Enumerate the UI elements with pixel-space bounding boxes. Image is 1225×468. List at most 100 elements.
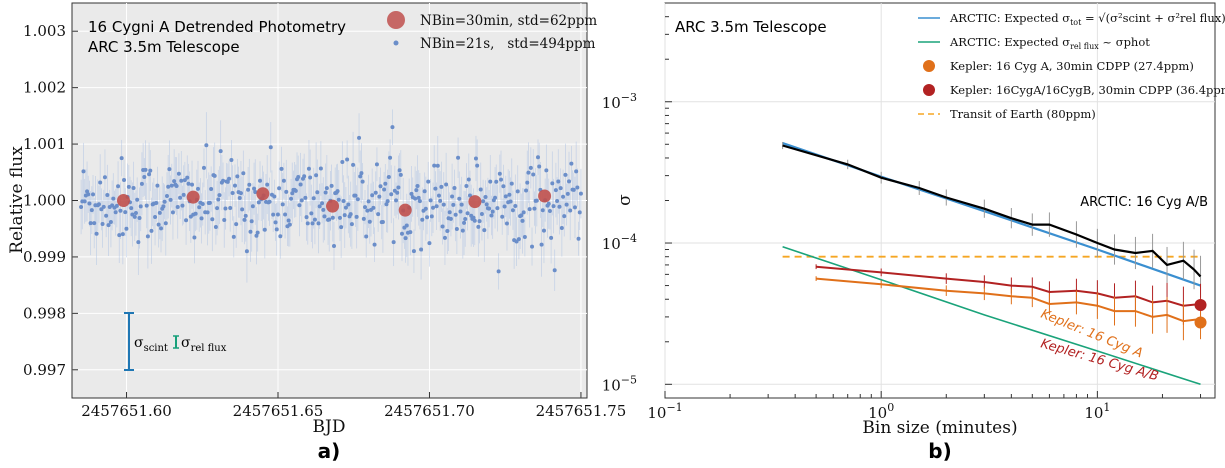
unbinned-point [395,190,400,195]
panel-b-tag: b) [928,439,951,463]
unbinned-point [565,191,570,196]
unbinned-point [129,206,134,211]
y-tick-label: 0.998 [23,304,66,322]
unbinned-point [396,185,401,190]
unbinned-point [551,204,556,209]
unbinned-point [371,205,376,210]
unbinned-point [205,210,210,215]
unbinned-point [462,220,467,225]
y-tick-label: 0.999 [23,248,66,266]
unbinned-point [86,192,91,197]
unbinned-point [370,193,375,198]
unbinned-point [484,202,489,207]
unbinned-point [169,183,174,188]
unbinned-point [87,201,92,206]
unbinned-point [417,199,422,204]
unbinned-point [131,186,136,191]
unbinned-point [225,179,230,184]
unbinned-point [234,222,239,227]
unbinned-point [209,187,214,192]
unbinned-point [519,213,524,218]
unbinned-point [434,204,439,209]
unbinned-point [507,192,512,197]
unbinned-point [475,163,480,168]
unbinned-point [154,200,159,205]
unbinned-point [163,221,168,226]
unbinned-point [422,189,427,194]
unbinned-point [235,174,240,179]
unbinned-point [452,185,457,190]
unbinned-point [366,199,371,204]
unbinned-point [340,159,345,164]
unbinned-point [502,204,507,209]
unbinned-point [302,174,307,179]
unbinned-point [119,156,124,161]
unbinned-point [159,226,164,231]
unbinned-point [577,210,582,215]
legend-unbinned-marker [393,40,399,46]
unbinned-point [243,213,248,218]
unbinned-point [241,171,246,176]
unbinned-point [376,212,381,217]
unbinned-point [359,171,364,176]
unbinned-point [170,210,175,215]
unbinned-point [132,214,137,219]
panel-b: 10−1 100 101 10−5 10−4 10−3 ARC 3.5m Telescop… [602,2,1225,463]
x-tick-label: 100 [868,401,894,422]
unbinned-point [143,167,148,172]
unbinned-point [231,234,236,239]
unbinned-point [138,204,143,209]
unbinned-point [433,186,438,191]
unbinned-point [315,190,320,195]
unbinned-point [284,189,289,194]
unbinned-point [388,155,393,160]
unbinned-point [252,186,257,191]
unbinned-point [547,208,552,213]
unbinned-point [314,173,319,178]
unbinned-point [450,194,455,199]
unbinned-point [465,211,470,216]
unbinned-point [298,182,303,187]
panel-a-title-line2: ARC 3.5m Telescope [88,38,240,56]
unbinned-point [293,188,298,193]
unbinned-point [144,203,149,208]
y-tick-label: 0.997 [23,361,66,379]
unbinned-point [556,179,561,184]
unbinned-point [346,202,351,207]
unbinned-point [391,240,396,245]
unbinned-point [448,216,453,221]
panel-b-title: ARC 3.5m Telescope [675,18,827,36]
binned-point [256,187,270,201]
unbinned-point [280,202,285,207]
unbinned-point [496,269,501,274]
unbinned-point [451,202,456,207]
panel-b-ylabel: σ [615,194,635,206]
unbinned-point [114,203,119,208]
unbinned-point [508,199,513,204]
unbinned-point [320,201,325,206]
relflux-label: σrel flux [181,335,227,354]
unbinned-point [88,221,93,226]
unbinned-point [353,193,358,198]
unbinned-point [541,228,546,233]
unbinned-point [426,179,431,184]
legend-unbinned-label: NBin=21s, std=494ppm [420,36,596,52]
unbinned-point [296,175,301,180]
unbinned-point [355,197,360,202]
unbinned-point [532,206,537,211]
unbinned-point [416,195,421,200]
unbinned-point [213,224,218,229]
unbinned-point [420,217,425,222]
unbinned-point [397,168,402,173]
unbinned-point [414,188,419,193]
unbinned-point [348,212,353,217]
y-tick-label: 10−3 [602,91,637,112]
unbinned-point [105,192,110,197]
unbinned-point [318,166,323,171]
legend-kepler-a: Kepler: 16 Cyg A, 30min CDPP (27.4ppm) [950,59,1194,73]
unbinned-point [255,230,260,235]
unbinned-point [568,208,573,213]
panel-a-unbinned-points [79,125,583,274]
panel-a-ylabel: Relative flux [7,146,27,254]
unbinned-point [265,182,270,187]
